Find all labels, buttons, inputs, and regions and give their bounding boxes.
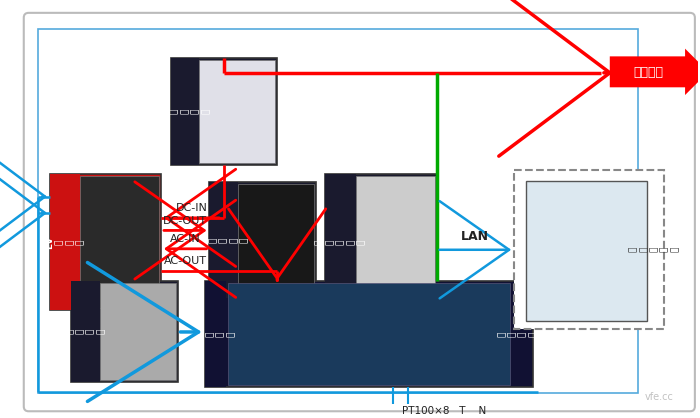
Text: vfe.cc: vfe.cc — [645, 392, 673, 402]
Text: AC-IN: AC-IN — [170, 234, 201, 244]
Bar — [228, 283, 510, 385]
Bar — [326, 174, 356, 310]
FancyBboxPatch shape — [24, 13, 695, 411]
Text: 电
机
控
制
器: 电 机 控 制 器 — [199, 237, 249, 243]
Text: 被
试
电
机: 被 试 电 机 — [195, 331, 235, 336]
Text: 加
载
测
功
机: 加 载 测 功 机 — [498, 331, 548, 336]
Bar — [209, 182, 316, 298]
Text: LAN: LAN — [461, 230, 489, 243]
Bar — [71, 281, 100, 382]
Text: 电
池
模
拟
器: 电 池 模 拟 器 — [160, 109, 211, 114]
Bar — [71, 281, 178, 382]
Bar — [238, 184, 314, 296]
Text: DC-OUT: DC-OUT — [163, 216, 207, 226]
Text: 试
验
上
位
机: 试 验 上 位 机 — [629, 247, 680, 252]
FancyBboxPatch shape — [514, 170, 664, 329]
Bar — [326, 174, 437, 310]
Bar — [171, 58, 199, 165]
Text: 测
功
机
控
制: 测 功 机 控 制 — [315, 240, 366, 245]
Text: EV
测
试
柜: EV 测 试 柜 — [45, 235, 85, 249]
Bar — [204, 281, 226, 387]
Bar — [50, 174, 80, 310]
Bar — [171, 58, 277, 165]
Text: DC-IN: DC-IN — [176, 203, 208, 213]
Text: PT100×8   T    N: PT100×8 T N — [402, 406, 486, 416]
Bar — [199, 60, 275, 163]
Bar — [100, 283, 176, 380]
Bar — [356, 176, 435, 308]
FancyBboxPatch shape — [610, 48, 700, 95]
Bar — [204, 281, 533, 387]
Text: 水
冷
系
统: 水 冷 系 统 — [65, 329, 106, 334]
Bar — [80, 176, 159, 308]
Text: 电源进线: 电源进线 — [634, 66, 664, 79]
Bar — [50, 174, 161, 310]
Bar — [209, 182, 238, 298]
Bar — [526, 181, 647, 321]
Text: AC-OUT: AC-OUT — [164, 256, 207, 266]
